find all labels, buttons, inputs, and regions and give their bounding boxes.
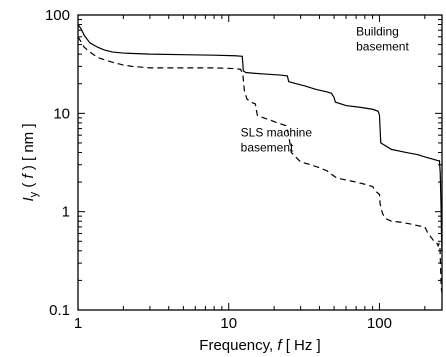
annotation-sls-line: basement: [241, 141, 294, 155]
x-tick-label: 10: [220, 315, 237, 332]
y-tick-label: 1: [62, 204, 70, 221]
x-axis-label-text: Frequency,: [199, 337, 277, 354]
x-tick-label: 100: [367, 315, 392, 332]
building-basement-series-line: [77, 24, 443, 251]
y-axis-label-symbol: I: [20, 197, 37, 201]
annotation-building-line: Building: [356, 24, 399, 38]
y-axis-label-variable: f: [20, 173, 37, 179]
y-axis-label-unit: ) [ nm ]: [20, 123, 37, 174]
y-tick-label: 10: [53, 105, 70, 122]
x-axis-label-unit: [ Hz ]: [282, 337, 321, 354]
y-axis-label: Iy ( f ) [ nm ]: [20, 123, 40, 201]
y-axis-label-subscript: y: [28, 191, 40, 197]
x-axis-label-variable: f: [277, 337, 283, 354]
plot-frame: [77, 14, 443, 311]
annotation-building-line: basement: [356, 39, 409, 53]
annotation-sls-line: SLS machine: [241, 126, 313, 140]
y-tick-label: 0.1: [49, 302, 70, 319]
x-tick-label: 1: [74, 315, 82, 332]
sls-machine-basement-series-line: [77, 36, 443, 293]
y-axis-label-paren: (: [20, 179, 37, 192]
y-tick-label: 100: [45, 7, 70, 24]
x-axis-label: Frequency, f [ Hz ]: [199, 337, 320, 354]
series-layer: [77, 24, 443, 293]
